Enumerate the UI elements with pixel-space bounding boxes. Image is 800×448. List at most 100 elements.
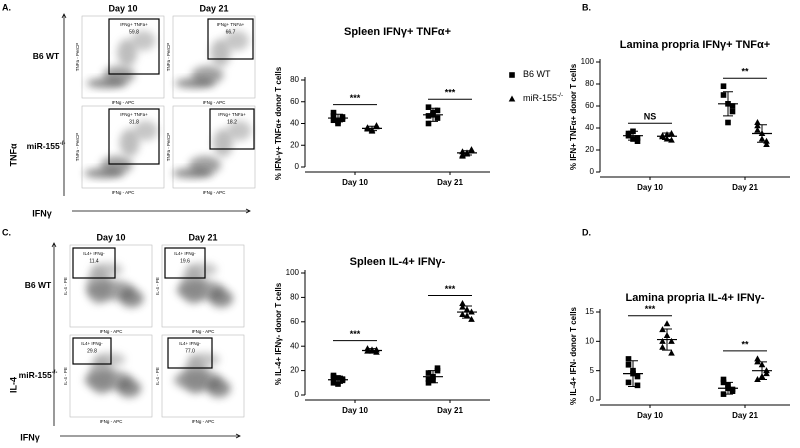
flow-density: [181, 268, 206, 304]
y-axis-title: % IL-4+ IFN- donor T cells: [569, 306, 578, 405]
data-point: [668, 349, 675, 356]
x-tick-label: Day 21: [437, 406, 463, 415]
arrow-head: [61, 13, 67, 19]
gate: [209, 108, 255, 150]
error-bar: [662, 328, 672, 351]
error-bar: [462, 150, 472, 156]
flow-density: [210, 38, 231, 67]
y-tick-label: 40: [585, 123, 594, 132]
error-bar: [428, 370, 438, 384]
plot-y-label: IL-4 - PE: [155, 367, 160, 385]
data-point: [634, 138, 641, 144]
plot-y-label: TNFa - PerCP: [166, 133, 171, 162]
plot-y-label: TNFa - PerCP: [75, 133, 80, 162]
legend-marker: [509, 72, 515, 78]
plot-x-label: IFNg - APC: [112, 190, 136, 195]
gate-value: 66.7: [226, 29, 236, 35]
gate-value: 18.2: [227, 119, 237, 125]
error-bar: [628, 360, 638, 388]
chart-title: Spleen IL-4+ IFNγ-: [350, 256, 446, 268]
y-tick-label: 20: [290, 366, 299, 375]
gate: [108, 108, 160, 165]
flow-density: [187, 352, 220, 367]
chart-title: Lamina propria IFNγ+ TNFα+: [620, 39, 770, 51]
flow-density: [227, 120, 252, 141]
data-point: [720, 92, 727, 98]
gate: [207, 18, 254, 60]
data-point: [729, 108, 736, 115]
gate: [108, 18, 160, 75]
flow-density: [206, 379, 231, 398]
data-point: [459, 152, 466, 159]
row-label: B6 WT: [25, 280, 52, 290]
data-point: [425, 113, 432, 119]
significance-label: ***: [350, 329, 361, 339]
arrow-head: [245, 208, 251, 214]
data-point: [634, 373, 641, 380]
gate-value: 31.8: [129, 119, 139, 125]
x-tick-label: Day 10: [342, 406, 368, 415]
column-header: Day 21: [188, 232, 217, 242]
y-tick-label: 40: [290, 341, 299, 350]
x-tick-label: Day 21: [437, 178, 463, 187]
chart-title: Lamina propria IL-4+ IFNγ-: [625, 292, 764, 304]
y-tick-label: 60: [585, 101, 594, 110]
gate: [167, 337, 213, 369]
plot-y-label: IL-4 - PE: [155, 277, 160, 295]
y-tick-label: 0: [295, 162, 300, 171]
data-point: [720, 83, 727, 89]
significance-label: ***: [445, 88, 456, 98]
data-point: [434, 107, 441, 114]
y-axis-title: IL-4: [8, 377, 18, 393]
y-tick-label: 20: [585, 145, 594, 154]
plot-y-label: IL-4 - PE: [63, 277, 68, 295]
data-point: [425, 120, 432, 127]
flow-density: [183, 358, 208, 394]
flow-density: [93, 352, 126, 367]
x-tick-label: Day 10: [342, 178, 368, 187]
flow-density: [117, 379, 142, 398]
flow-density: [86, 268, 111, 304]
significance-label: **: [741, 339, 749, 349]
column-header: Day 21: [199, 3, 228, 13]
y-tick-label: 100: [581, 57, 595, 66]
plot-y-label: IL-4 - PE: [63, 367, 68, 385]
legend-sup: -/-: [557, 92, 563, 99]
plot-x-label: IFNg - APC: [112, 100, 136, 105]
legend-marker: [508, 95, 516, 102]
flow-density: [131, 30, 156, 51]
data-point: [335, 120, 341, 127]
significance-label: NS: [644, 112, 657, 122]
data-point: [459, 300, 466, 306]
arrow-head: [51, 242, 57, 248]
data-point: [339, 114, 346, 120]
plot-x-label: IFNg - APC: [100, 419, 124, 424]
gate-value: 77.0: [185, 348, 195, 354]
gate-label: IL4+ IFNg-: [83, 251, 105, 256]
x-tick-label: Day 10: [637, 411, 663, 420]
significance-label: ***: [645, 304, 656, 314]
flow-density: [133, 120, 158, 141]
panel-label: D.: [582, 227, 591, 237]
y-tick-label: 100: [286, 268, 300, 277]
legend-text: B6 WT: [523, 69, 551, 79]
data-point: [659, 337, 666, 344]
plot-x-label: IFNg - APC: [100, 329, 124, 334]
data-point: [659, 343, 666, 350]
gate: [72, 337, 112, 365]
flow-density: [84, 168, 125, 179]
data-point: [625, 379, 632, 386]
significance-label: ***: [350, 93, 361, 103]
gate-label: IFNg+ TNFa+: [120, 112, 148, 117]
data-point: [330, 109, 337, 116]
data-point: [373, 346, 380, 353]
gate-label: IL4+ IFNg-: [179, 341, 201, 346]
y-tick-label: 0: [590, 395, 595, 404]
gate-value: 11.4: [89, 258, 99, 264]
row-label-sup: -/-: [60, 141, 66, 147]
error-bar: [628, 130, 638, 141]
gate-label: IFNg+ TNFa+: [120, 22, 148, 27]
row-label-text: miR-155: [27, 141, 60, 151]
